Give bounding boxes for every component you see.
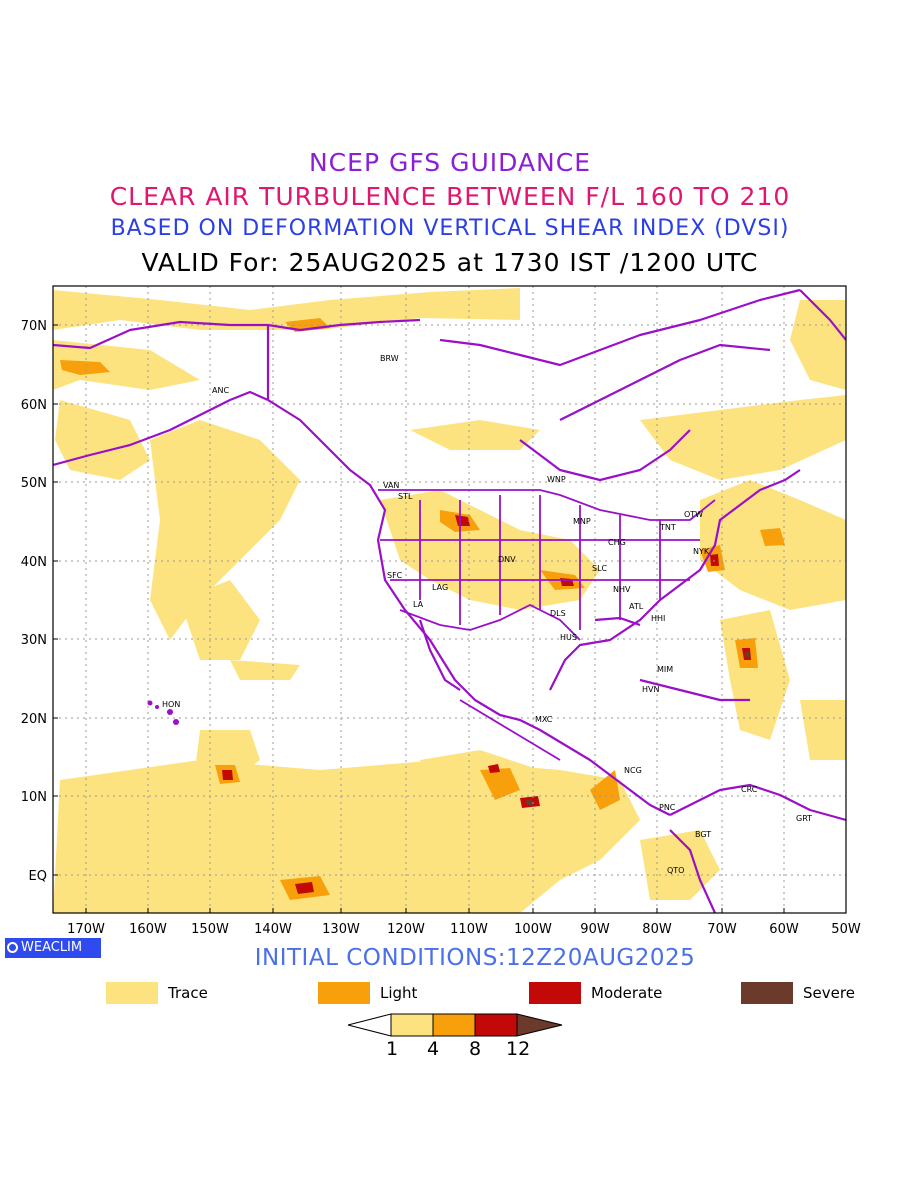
station-chg: CHG xyxy=(608,538,626,547)
map-frame xyxy=(52,285,847,914)
station-pnc: PNC xyxy=(659,803,676,812)
colorbar-tick-12: 12 xyxy=(506,1038,531,1060)
lon-label-50w: 50W xyxy=(831,922,861,937)
station-wnp: WNP xyxy=(547,475,566,484)
longitude-labels: 170W 160W 150W 140W 130W 120W 110W 100W 90W 80W 70… xyxy=(67,922,861,937)
lat-label-40n: 40N xyxy=(21,555,47,570)
lon-label-70w: 70W xyxy=(707,922,737,937)
lon-label-170w: 170W xyxy=(67,922,105,937)
lon-label-110w: 110W xyxy=(450,922,488,937)
colorbar-tick-8: 8 xyxy=(469,1038,482,1060)
station-brw: BRW xyxy=(380,354,399,363)
legend-light-swatch xyxy=(318,982,370,1004)
lon-label-80w: 80W xyxy=(642,922,672,937)
logo-ring-icon xyxy=(7,942,18,953)
lat-label-70n: 70N xyxy=(21,319,47,334)
severe-areas xyxy=(526,652,749,805)
chart-basis: BASED ON DEFORMATION VERTICAL SHEAR INDE… xyxy=(110,216,790,241)
logo-text: WEACLIM xyxy=(21,940,83,955)
station-lag: LAG xyxy=(432,583,448,592)
chart-title: NCEP GFS GUIDANCE xyxy=(308,148,591,177)
chart-subtitle: CLEAR AIR TURBULENCE BETWEEN F/L 160 TO … xyxy=(109,182,791,211)
lon-label-130w: 130W xyxy=(322,922,360,937)
station-mnp: MNP xyxy=(573,517,591,526)
station-anc: ANC xyxy=(212,386,229,395)
station-nyk: NYK xyxy=(693,547,710,556)
station-hus: HUS xyxy=(560,633,577,642)
lat-label-eq: EQ xyxy=(29,869,47,884)
station-otw: OTW xyxy=(684,510,703,519)
lon-label-140w: 140W xyxy=(254,922,292,937)
legend-moderate-swatch xyxy=(529,982,581,1004)
station-hon: HON xyxy=(162,700,180,709)
colorbar-tick-4: 4 xyxy=(427,1038,440,1060)
hawaii-islands xyxy=(147,700,179,725)
station-slc: SLC xyxy=(592,564,608,573)
station-dnv: DNV xyxy=(498,555,516,564)
station-qto: QTO xyxy=(667,866,684,875)
lat-label-50n: 50N xyxy=(21,476,47,491)
station-tnt: TNT xyxy=(659,523,676,532)
station-la: LA xyxy=(413,600,424,609)
station-grt: GRT xyxy=(796,814,812,823)
lon-label-120w: 120W xyxy=(387,922,425,937)
station-stl: STL xyxy=(398,492,413,501)
political-borders xyxy=(378,489,716,761)
legend-severe-swatch xyxy=(741,982,793,1004)
station-sfc: SFC xyxy=(387,571,403,580)
lat-label-10n: 10N xyxy=(21,790,47,805)
lon-label-150w: 150W xyxy=(191,922,229,937)
station-nhv: NHV xyxy=(613,585,631,594)
station-mim: MIM xyxy=(657,665,673,674)
station-mxc: MXC xyxy=(535,715,553,724)
legend-light-label: Light xyxy=(380,984,418,1002)
weaclim-logo: WEACLIM xyxy=(5,938,101,958)
valid-time: VALID For: 25AUG2025 at 1730 IST /1200 U… xyxy=(141,248,759,277)
latitude-labels: 70N 60N 50N 40N 30N 20N 10N EQ xyxy=(21,319,47,884)
station-van: VAN xyxy=(383,481,399,490)
initial-conditions: INITIAL CONDITIONS:12Z20AUG2025 xyxy=(254,945,696,971)
lon-label-60w: 60W xyxy=(769,922,799,937)
legend-severe-label: Severe xyxy=(803,984,855,1002)
colorbar-tick-1: 1 xyxy=(386,1038,399,1060)
station-crc: CRC xyxy=(741,785,758,794)
lat-label-20n: 20N xyxy=(21,712,47,727)
coastlines xyxy=(53,288,846,913)
legend-trace-label: Trace xyxy=(168,984,208,1002)
lat-label-60n: 60N xyxy=(21,398,47,413)
colorbar xyxy=(347,1013,563,1037)
legend-moderate-label: Moderate xyxy=(591,984,663,1002)
station-dls: DLS xyxy=(550,609,566,618)
latitude-ticks xyxy=(53,324,58,876)
lat-label-30n: 30N xyxy=(21,633,47,648)
station-hhi: HHI xyxy=(651,614,665,623)
station-atl: ATL xyxy=(629,602,644,611)
station-labels: BRW ANC VAN STL WNP MNP OTW TNT NYK CHG SLC DNV SFC L… xyxy=(162,354,812,875)
moderate-areas xyxy=(222,515,751,894)
lon-label-90w: 90W xyxy=(580,922,610,937)
station-ncg: NCG xyxy=(624,766,642,775)
lon-label-160w: 160W xyxy=(129,922,167,937)
station-bgt: BGT xyxy=(695,830,711,839)
lon-label-100w: 100W xyxy=(514,922,552,937)
station-hvn: HVN xyxy=(642,685,659,694)
longitude-ticks xyxy=(85,908,847,913)
legend-trace-swatch xyxy=(106,982,158,1004)
